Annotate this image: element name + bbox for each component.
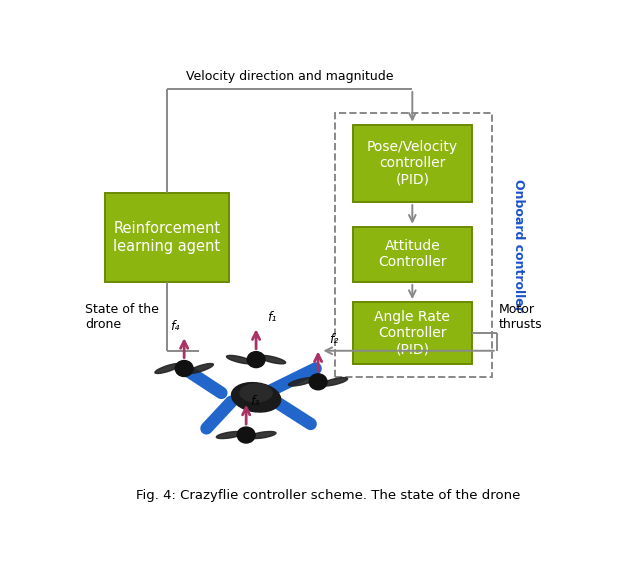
- Bar: [353, 302, 472, 364]
- Text: State of the
drone: State of the drone: [85, 304, 159, 332]
- Circle shape: [309, 374, 327, 390]
- Text: Velocity direction and magnitude: Velocity direction and magnitude: [186, 70, 394, 84]
- Text: Angle Rate
Controller
(PID): Angle Rate Controller (PID): [374, 310, 451, 356]
- Text: Reinforcement
learning agent: Reinforcement learning agent: [113, 221, 220, 254]
- Text: f₄: f₄: [170, 320, 180, 332]
- Text: Fig. 4: Crazyflie controller scheme. The state of the drone: Fig. 4: Crazyflie controller scheme. The…: [136, 488, 520, 502]
- Bar: [335, 113, 492, 377]
- Text: Motor
thrusts: Motor thrusts: [499, 303, 543, 331]
- Ellipse shape: [232, 382, 281, 412]
- Ellipse shape: [227, 355, 253, 364]
- Circle shape: [175, 361, 193, 377]
- Circle shape: [247, 351, 265, 367]
- Ellipse shape: [321, 378, 348, 386]
- Text: f₃: f₃: [251, 395, 260, 408]
- Ellipse shape: [155, 363, 180, 373]
- Ellipse shape: [216, 431, 243, 438]
- Text: f₂: f₂: [329, 333, 339, 346]
- Ellipse shape: [259, 355, 285, 364]
- Ellipse shape: [188, 363, 213, 373]
- Circle shape: [237, 427, 255, 443]
- Text: Pose/Velocity
controller
(PID): Pose/Velocity controller (PID): [367, 140, 458, 187]
- Ellipse shape: [249, 431, 276, 438]
- Bar: [353, 124, 472, 202]
- Ellipse shape: [289, 378, 315, 386]
- Bar: [105, 194, 229, 282]
- Text: Onboard controller: Onboard controller: [513, 179, 525, 312]
- Ellipse shape: [240, 384, 272, 402]
- Text: Attitude
Controller: Attitude Controller: [378, 239, 447, 270]
- Text: f₁: f₁: [267, 310, 276, 324]
- Bar: [353, 226, 472, 282]
